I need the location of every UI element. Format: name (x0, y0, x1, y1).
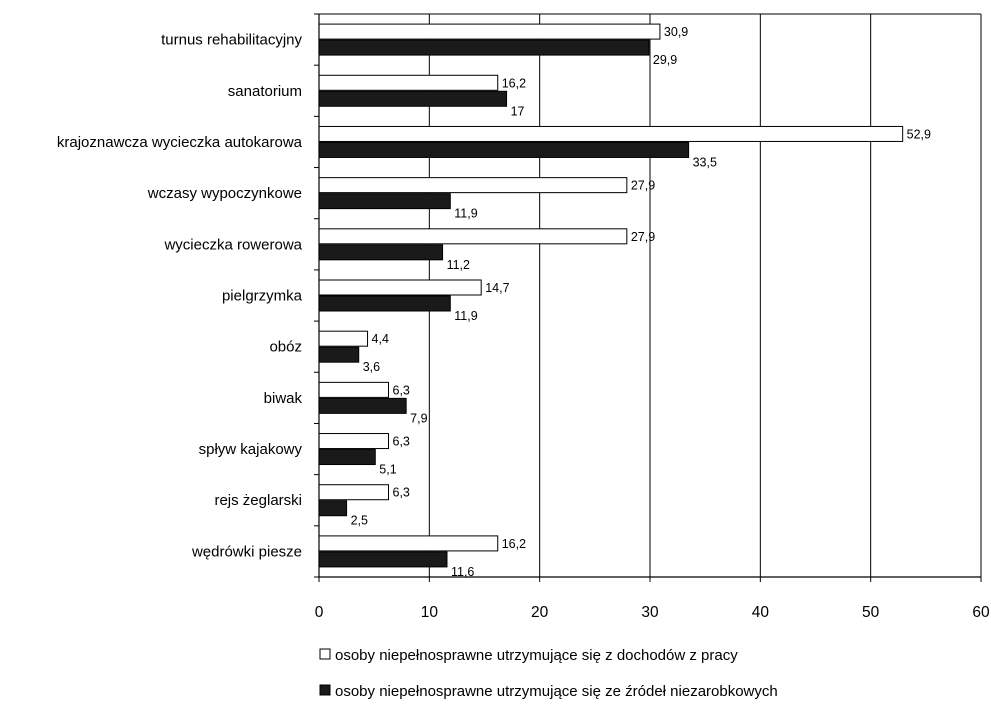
category-label-0: turnus rehabilitacyjny (161, 32, 302, 49)
data-label-series2-1: 17 (511, 104, 525, 118)
bar-series2-7 (318, 397, 407, 414)
legend-label-1: osoby niepełnosprawne utrzymujące się z … (335, 647, 738, 664)
category-label-5: pielgrzymka (222, 288, 303, 305)
bar-series2-9 (318, 500, 348, 517)
data-label-series2-3: 11,9 (454, 207, 477, 221)
legend-swatch-1 (319, 648, 331, 660)
x-tick-label-4: 40 (752, 604, 770, 621)
bar-series1-7 (318, 381, 390, 398)
bar-series1-0 (318, 23, 661, 40)
category-label-1: sanatorium (228, 83, 302, 100)
legend-label-2: osoby niepełnosprawne utrzymujące się ze… (335, 683, 778, 700)
data-label-series2-2: 33,5 (693, 155, 717, 169)
data-label-series2-0: 29,9 (653, 53, 677, 67)
data-label-series1-2: 52,9 (907, 127, 931, 141)
data-label-series1-4: 27,9 (631, 230, 655, 244)
legend-swatch-2 (319, 684, 331, 696)
data-label-series2-8: 5,1 (379, 463, 396, 477)
bar-series1-10 (318, 535, 499, 552)
category-label-6: obóz (269, 339, 302, 356)
x-tick-label-6: 60 (972, 604, 990, 621)
data-label-series1-3: 27,9 (631, 179, 655, 193)
x-tick-label-5: 50 (862, 604, 880, 621)
data-label-series2-10: 11,6 (451, 565, 474, 579)
x-tick-label-0: 0 (315, 604, 324, 621)
category-label-3: wczasy wypoczynkowe (147, 185, 302, 202)
category-label-10: wędrówki piesze (191, 543, 302, 560)
data-label-series1-8: 6,3 (393, 435, 410, 449)
bar-series2-2 (318, 141, 690, 158)
category-label-8: spływ kajakowy (199, 441, 303, 458)
x-tick-label-3: 30 (641, 604, 659, 621)
x-tick-label-1: 10 (421, 604, 439, 621)
category-label-7: biwak (264, 390, 303, 407)
bar-series2-4 (318, 244, 444, 261)
data-label-series1-0: 30,9 (664, 25, 688, 39)
bar-series2-1 (318, 90, 508, 107)
bar-series1-5 (318, 279, 482, 296)
data-label-series2-9: 2,5 (351, 514, 368, 528)
bar-series1-2 (318, 125, 904, 142)
category-label-9: rejs żeglarski (214, 492, 302, 509)
data-label-series2-6: 3,6 (363, 360, 380, 374)
data-label-series1-6: 4,4 (372, 332, 389, 346)
bar-series2-0 (318, 39, 650, 56)
data-label-series1-1: 16,2 (502, 76, 526, 90)
bar-series2-8 (318, 449, 376, 466)
data-label-series1-5: 14,7 (485, 281, 509, 295)
data-label-series2-7: 7,9 (410, 411, 427, 425)
data-label-series1-10: 16,2 (502, 537, 526, 551)
data-label-series2-4: 11,2 (447, 258, 470, 272)
category-label-2: krajoznawcza wycieczka autokarowa (57, 134, 303, 151)
bar-series2-3 (318, 193, 451, 210)
data-label-series1-9: 6,3 (393, 486, 410, 500)
x-tick-label-2: 20 (531, 604, 549, 621)
bar-series1-8 (318, 433, 390, 450)
bar-series2-10 (318, 551, 448, 568)
bar-series2-5 (318, 295, 451, 312)
bar-series2-6 (318, 346, 360, 363)
bar-series1-1 (318, 74, 499, 91)
bar-series1-6 (318, 330, 369, 347)
bar-series1-3 (318, 177, 628, 194)
category-label-4: wycieczka rowerowa (163, 236, 302, 253)
bar-series1-4 (318, 228, 628, 245)
data-label-series1-7: 6,3 (393, 383, 410, 397)
data-label-series2-5: 11,9 (454, 309, 477, 323)
bar-series1-9 (318, 484, 390, 501)
